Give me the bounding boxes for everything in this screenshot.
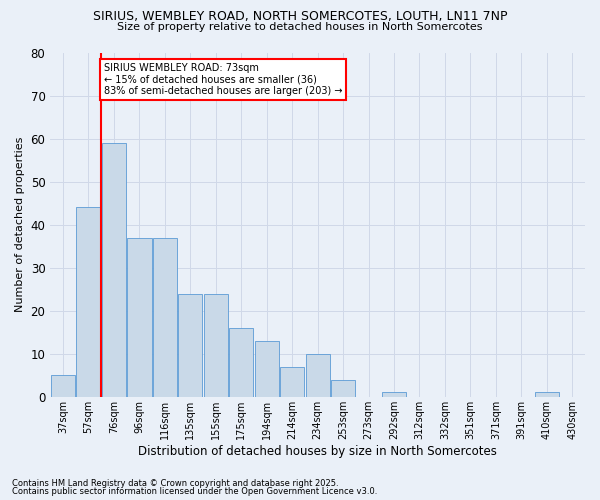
Bar xyxy=(382,392,406,397)
Text: Contains public sector information licensed under the Open Government Licence v3: Contains public sector information licen… xyxy=(12,487,377,496)
Bar xyxy=(51,376,75,397)
Text: SIRIUS WEMBLEY ROAD: 73sqm
← 15% of detached houses are smaller (36)
83% of semi: SIRIUS WEMBLEY ROAD: 73sqm ← 15% of deta… xyxy=(104,64,342,96)
Text: SIRIUS, WEMBLEY ROAD, NORTH SOMERCOTES, LOUTH, LN11 7NP: SIRIUS, WEMBLEY ROAD, NORTH SOMERCOTES, … xyxy=(93,10,507,23)
Bar xyxy=(535,392,559,397)
Bar xyxy=(76,208,101,397)
Bar xyxy=(305,354,330,397)
Bar xyxy=(254,341,279,397)
Bar xyxy=(280,366,304,397)
Bar xyxy=(102,143,126,397)
Y-axis label: Number of detached properties: Number of detached properties xyxy=(15,137,25,312)
Text: Contains HM Land Registry data © Crown copyright and database right 2025.: Contains HM Land Registry data © Crown c… xyxy=(12,478,338,488)
Bar xyxy=(153,238,177,397)
Bar xyxy=(178,294,202,397)
Bar xyxy=(204,294,228,397)
X-axis label: Distribution of detached houses by size in North Somercotes: Distribution of detached houses by size … xyxy=(138,444,497,458)
Bar xyxy=(127,238,152,397)
Text: Size of property relative to detached houses in North Somercotes: Size of property relative to detached ho… xyxy=(117,22,483,32)
Bar xyxy=(331,380,355,397)
Bar xyxy=(229,328,253,397)
